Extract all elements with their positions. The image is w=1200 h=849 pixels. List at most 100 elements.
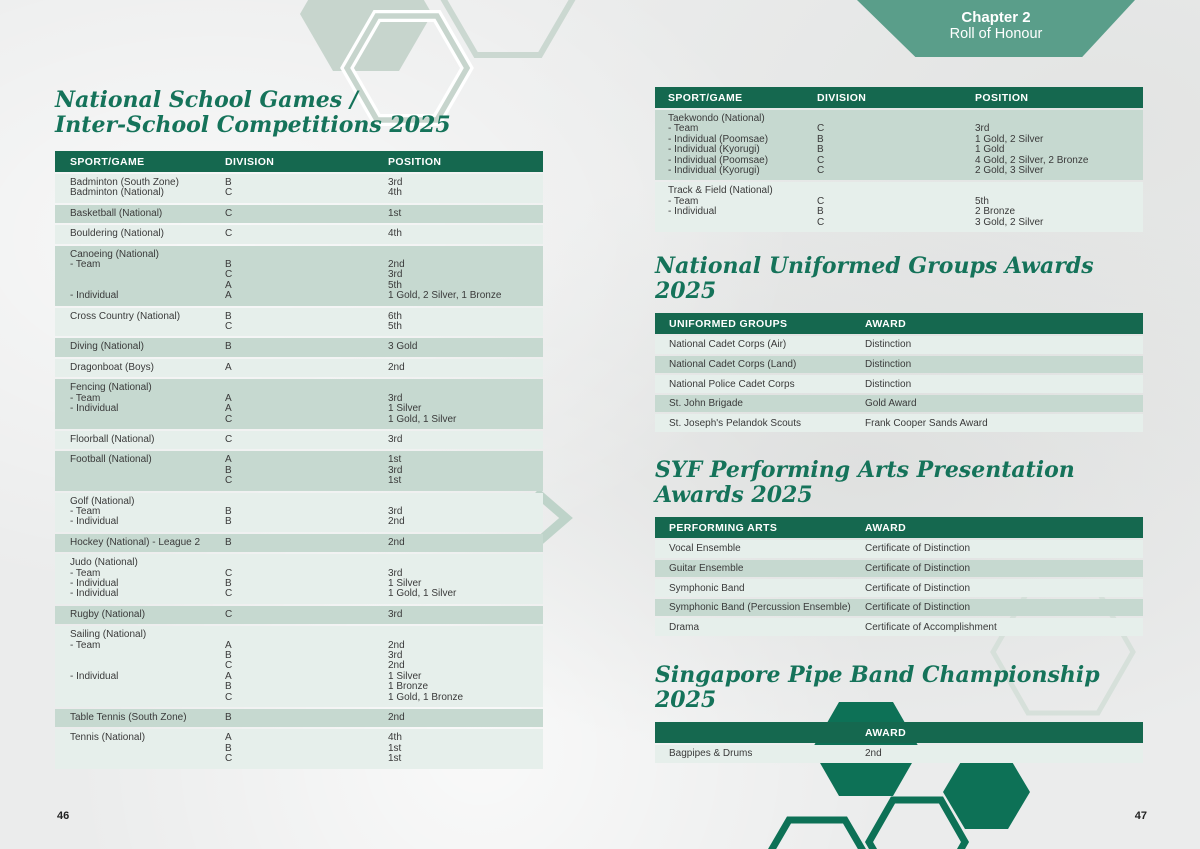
table-row: - Individual A 1 Gold, 2 Silver, 1 Bronze	[55, 290, 543, 302]
table-cell: C	[225, 660, 233, 672]
table-cell: - Individual	[70, 290, 119, 302]
table-row: Vocal Ensemble Certificate of Distinction	[655, 540, 1143, 558]
table-row: - Individual (Kyorugi) B 1 Gold	[655, 144, 1143, 156]
table-cell: 1 Gold, 2 Silver	[975, 133, 1044, 145]
table-cell: 1st	[388, 753, 402, 765]
table-row: Canoeing (National)	[55, 249, 543, 260]
table-cell: B	[225, 177, 232, 188]
table-cell: Diving (National)	[70, 341, 144, 353]
table-row: National Police Cadet Corps Distinction	[655, 375, 1143, 393]
sport-block: Diving (National) B 3 Gold	[55, 338, 543, 357]
table-row: - Team A 3rd	[55, 392, 543, 404]
table-header: UNIFORMED GROUPS AWARD	[655, 313, 1143, 335]
uniformed-groups-section: National Uniformed Groups Awards 2025 UN…	[655, 253, 1143, 433]
sport-block: Hockey (National) - League 2 B 2nd	[55, 533, 543, 553]
table-cell: C	[225, 608, 233, 620]
table-row: Bagpipes & Drums 2nd	[655, 745, 1143, 763]
table-row: C 2nd	[55, 660, 543, 672]
table-cell: C	[817, 154, 825, 166]
table-cell: Vocal Ensemble	[669, 543, 741, 555]
table-cell: A	[225, 361, 232, 373]
table-cell: 2nd	[388, 536, 405, 548]
table-cell	[70, 693, 225, 703]
table-cell: B	[225, 464, 232, 476]
page-number-left: 46	[57, 810, 70, 822]
sport-block: Sailing (National) - Team A 2nd B 3rd C 2nd - In…	[55, 626, 543, 708]
table-cell: 1 Silver	[388, 670, 422, 682]
table-cell: 1 Gold, 2 Silver, 1 Bronze	[388, 290, 502, 302]
table-cell: Badminton (National)	[70, 187, 164, 199]
table-cell: 1 Bronze	[388, 681, 429, 693]
table-cell	[817, 114, 975, 124]
table-cell: Certificate of Accomplishment	[865, 621, 997, 633]
sport-block: Fencing (National) - Team A 3rd - Individual…	[55, 379, 543, 429]
chapter-label: Chapter 2	[961, 9, 1031, 26]
table-cell: - Individual	[70, 670, 119, 682]
table-cell: - Individual (Poomsae)	[668, 154, 769, 166]
header-cell: UNIFORMED GROUPS	[669, 317, 788, 330]
uniformed-groups-title: National Uniformed Groups Awards 2025	[655, 253, 1094, 305]
table-row: Fencing (National)	[55, 382, 543, 393]
table-cell	[70, 466, 225, 476]
table-row: Symphonic Band Certificate of Distinction	[655, 579, 1143, 597]
page-title: National School Games / Inter-School Comp…	[55, 88, 543, 138]
table-row: Rugby (National) C 3rd	[55, 608, 543, 620]
table-cell: Drama	[669, 621, 700, 633]
table-cell: - Team	[70, 392, 101, 404]
table-cell	[225, 558, 388, 568]
table-cell: Cross Country (National)	[70, 310, 181, 322]
table-cell: Symphonic Band (Percussion Ensemble)	[669, 602, 851, 614]
table-cell	[975, 114, 1143, 124]
table-row: - Individual C 1 Gold, 1 Silver	[55, 588, 543, 599]
table-row: - Individual A 1 Silver	[55, 403, 543, 415]
table-row: B 3rd	[55, 650, 543, 661]
table-cell: B	[225, 577, 232, 589]
table-row: B 1st	[55, 742, 543, 754]
table-row: Badminton (National) C 4th	[55, 187, 543, 199]
table-cell: 4th	[388, 228, 402, 240]
table-cell: - Team	[668, 195, 699, 207]
table-cell	[225, 383, 388, 393]
table-cell: - Team	[70, 639, 101, 651]
table-cell	[70, 322, 225, 332]
table-header: AWARD	[655, 722, 1143, 743]
table-cell: - Team	[668, 123, 699, 135]
table-row: - Individual B 2nd	[55, 516, 543, 527]
table-cell: - Individual (Kyorugi)	[668, 165, 760, 177]
header-cell: DIVISION	[225, 155, 275, 168]
table-row: National Cadet Corps (Air) Distinction	[655, 336, 1143, 354]
sports-table-right: SPORT/GAME DIVISION POSITION Taekwondo (Nat…	[655, 87, 1143, 233]
table-row: St. Joseph's Pelandok Scouts Frank Cooper…	[655, 414, 1143, 433]
table-cell: C	[225, 753, 233, 765]
table-cell	[225, 630, 388, 640]
table-row: Bouldering (National) C 4th	[55, 228, 543, 240]
table-cell: - Team	[70, 505, 101, 517]
table-cell: Basketball (National)	[70, 207, 163, 219]
table-cell	[70, 651, 225, 661]
table-cell: - Individual (Kyorugi)	[668, 144, 760, 156]
table-cell: - Team	[70, 567, 101, 579]
table-cell: Dragonboat (Boys)	[70, 361, 154, 373]
table-cell	[817, 186, 975, 196]
table-cell	[225, 497, 388, 507]
table-cell: 4 Gold, 2 Silver, 2 Bronze	[975, 154, 1089, 166]
syf-table: PERFORMING ARTS AWARD Vocal Ensemble Certif…	[655, 517, 1143, 636]
header-cell: DIVISION	[817, 91, 867, 104]
table-cell: 3rd	[388, 177, 403, 188]
table-cell: National Cadet Corps (Air)	[669, 339, 787, 351]
chapter-subtitle: Roll of Honour	[949, 26, 1043, 42]
table-cell: Gold Award	[865, 398, 917, 410]
hexagon-cluster-top-icon	[300, 0, 576, 126]
table-cell: B	[225, 742, 232, 754]
table-cell: B	[225, 650, 232, 661]
table-cell: 2nd	[388, 660, 405, 672]
table-cell: Rugby (National)	[70, 608, 146, 620]
table-cell: 4th	[388, 187, 402, 199]
table-cell	[388, 383, 543, 393]
table-cell: Bagpipes & Drums	[669, 748, 753, 760]
table-row: Drama Certificate of Accomplishment	[655, 618, 1143, 636]
table-cell: Frank Cooper Sands Award	[865, 417, 988, 429]
sport-block: Rugby (National) C 3rd	[55, 605, 543, 625]
table-cell: A	[225, 403, 232, 415]
pipe-band-title: Singapore Pipe Band Championship 2025	[655, 662, 1100, 713]
